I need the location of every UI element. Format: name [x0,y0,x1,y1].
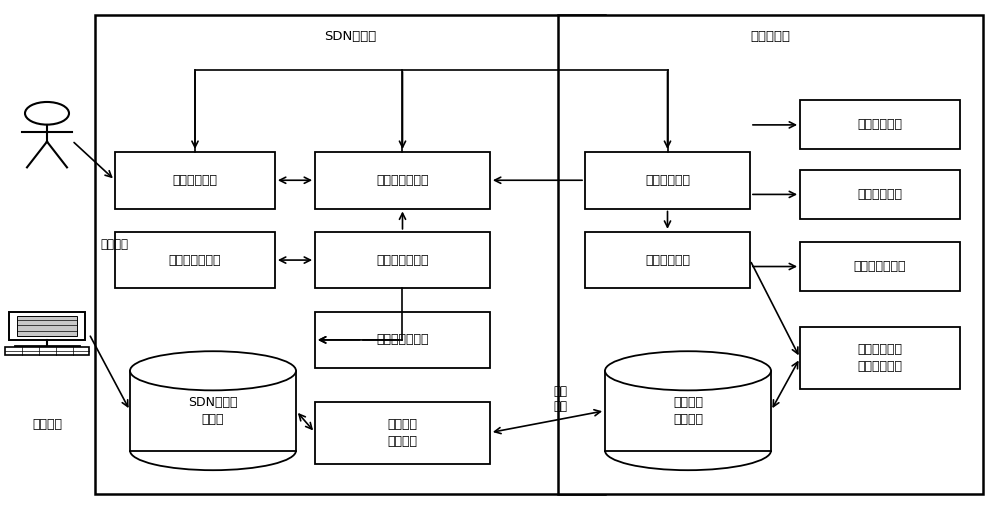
Bar [315,232,490,288]
Polygon shape [130,371,296,451]
Bar [5,347,89,355]
Bar [800,327,960,389]
Text: 可视化界面模块: 可视化界面模块 [376,174,429,187]
Bar [9,312,85,340]
Text: 流量表管理模块: 流量表管理模块 [169,253,221,267]
Ellipse shape [605,351,771,390]
Bar [17,316,77,336]
Bar [585,232,750,288]
Text: 上层仿真: 上层仿真 [32,418,62,432]
Bar [95,15,605,494]
Text: 流量监测模块: 流量监测模块 [858,188,902,201]
Bar [315,152,490,209]
Text: 拓扑高速
下发模块: 拓扑高速 下发模块 [387,418,417,448]
Bar [315,402,490,464]
Text: 吞吐量监测模块: 吞吐量监测模块 [376,333,429,347]
Text: SDN控制器
数据库: SDN控制器 数据库 [188,396,238,426]
Bar [800,170,960,219]
Text: 节点资源管理: 节点资源管理 [645,253,690,267]
Text: SDN控制器: SDN控制器 [324,29,376,43]
Polygon shape [605,371,771,451]
Bar [115,152,275,209]
Bar [800,242,960,291]
Bar [115,232,275,288]
Text: 链路
参数: 链路 参数 [553,385,567,413]
Text: 用户接入模块: 用户接入模块 [645,174,690,187]
Bar [585,152,750,209]
Ellipse shape [130,351,296,390]
Text: 节点控制
器数据库: 节点控制 器数据库 [673,396,703,426]
Text: 节点控制器: 节点控制器 [751,29,791,43]
Text: 端口队列参数
高速更新模块: 端口队列参数 高速更新模块 [858,343,902,373]
Bar [315,312,490,368]
Text: 业务控制模块: 业务控制模块 [858,118,902,131]
Text: 拓扑参数: 拓扑参数 [100,238,128,251]
Text: 交换机管理模块: 交换机管理模块 [376,253,429,267]
Text: 用户接入模块: 用户接入模块 [173,174,218,187]
Bar [800,100,960,149]
Text: 数据包处理模块: 数据包处理模块 [854,260,906,273]
Bar [558,15,983,494]
